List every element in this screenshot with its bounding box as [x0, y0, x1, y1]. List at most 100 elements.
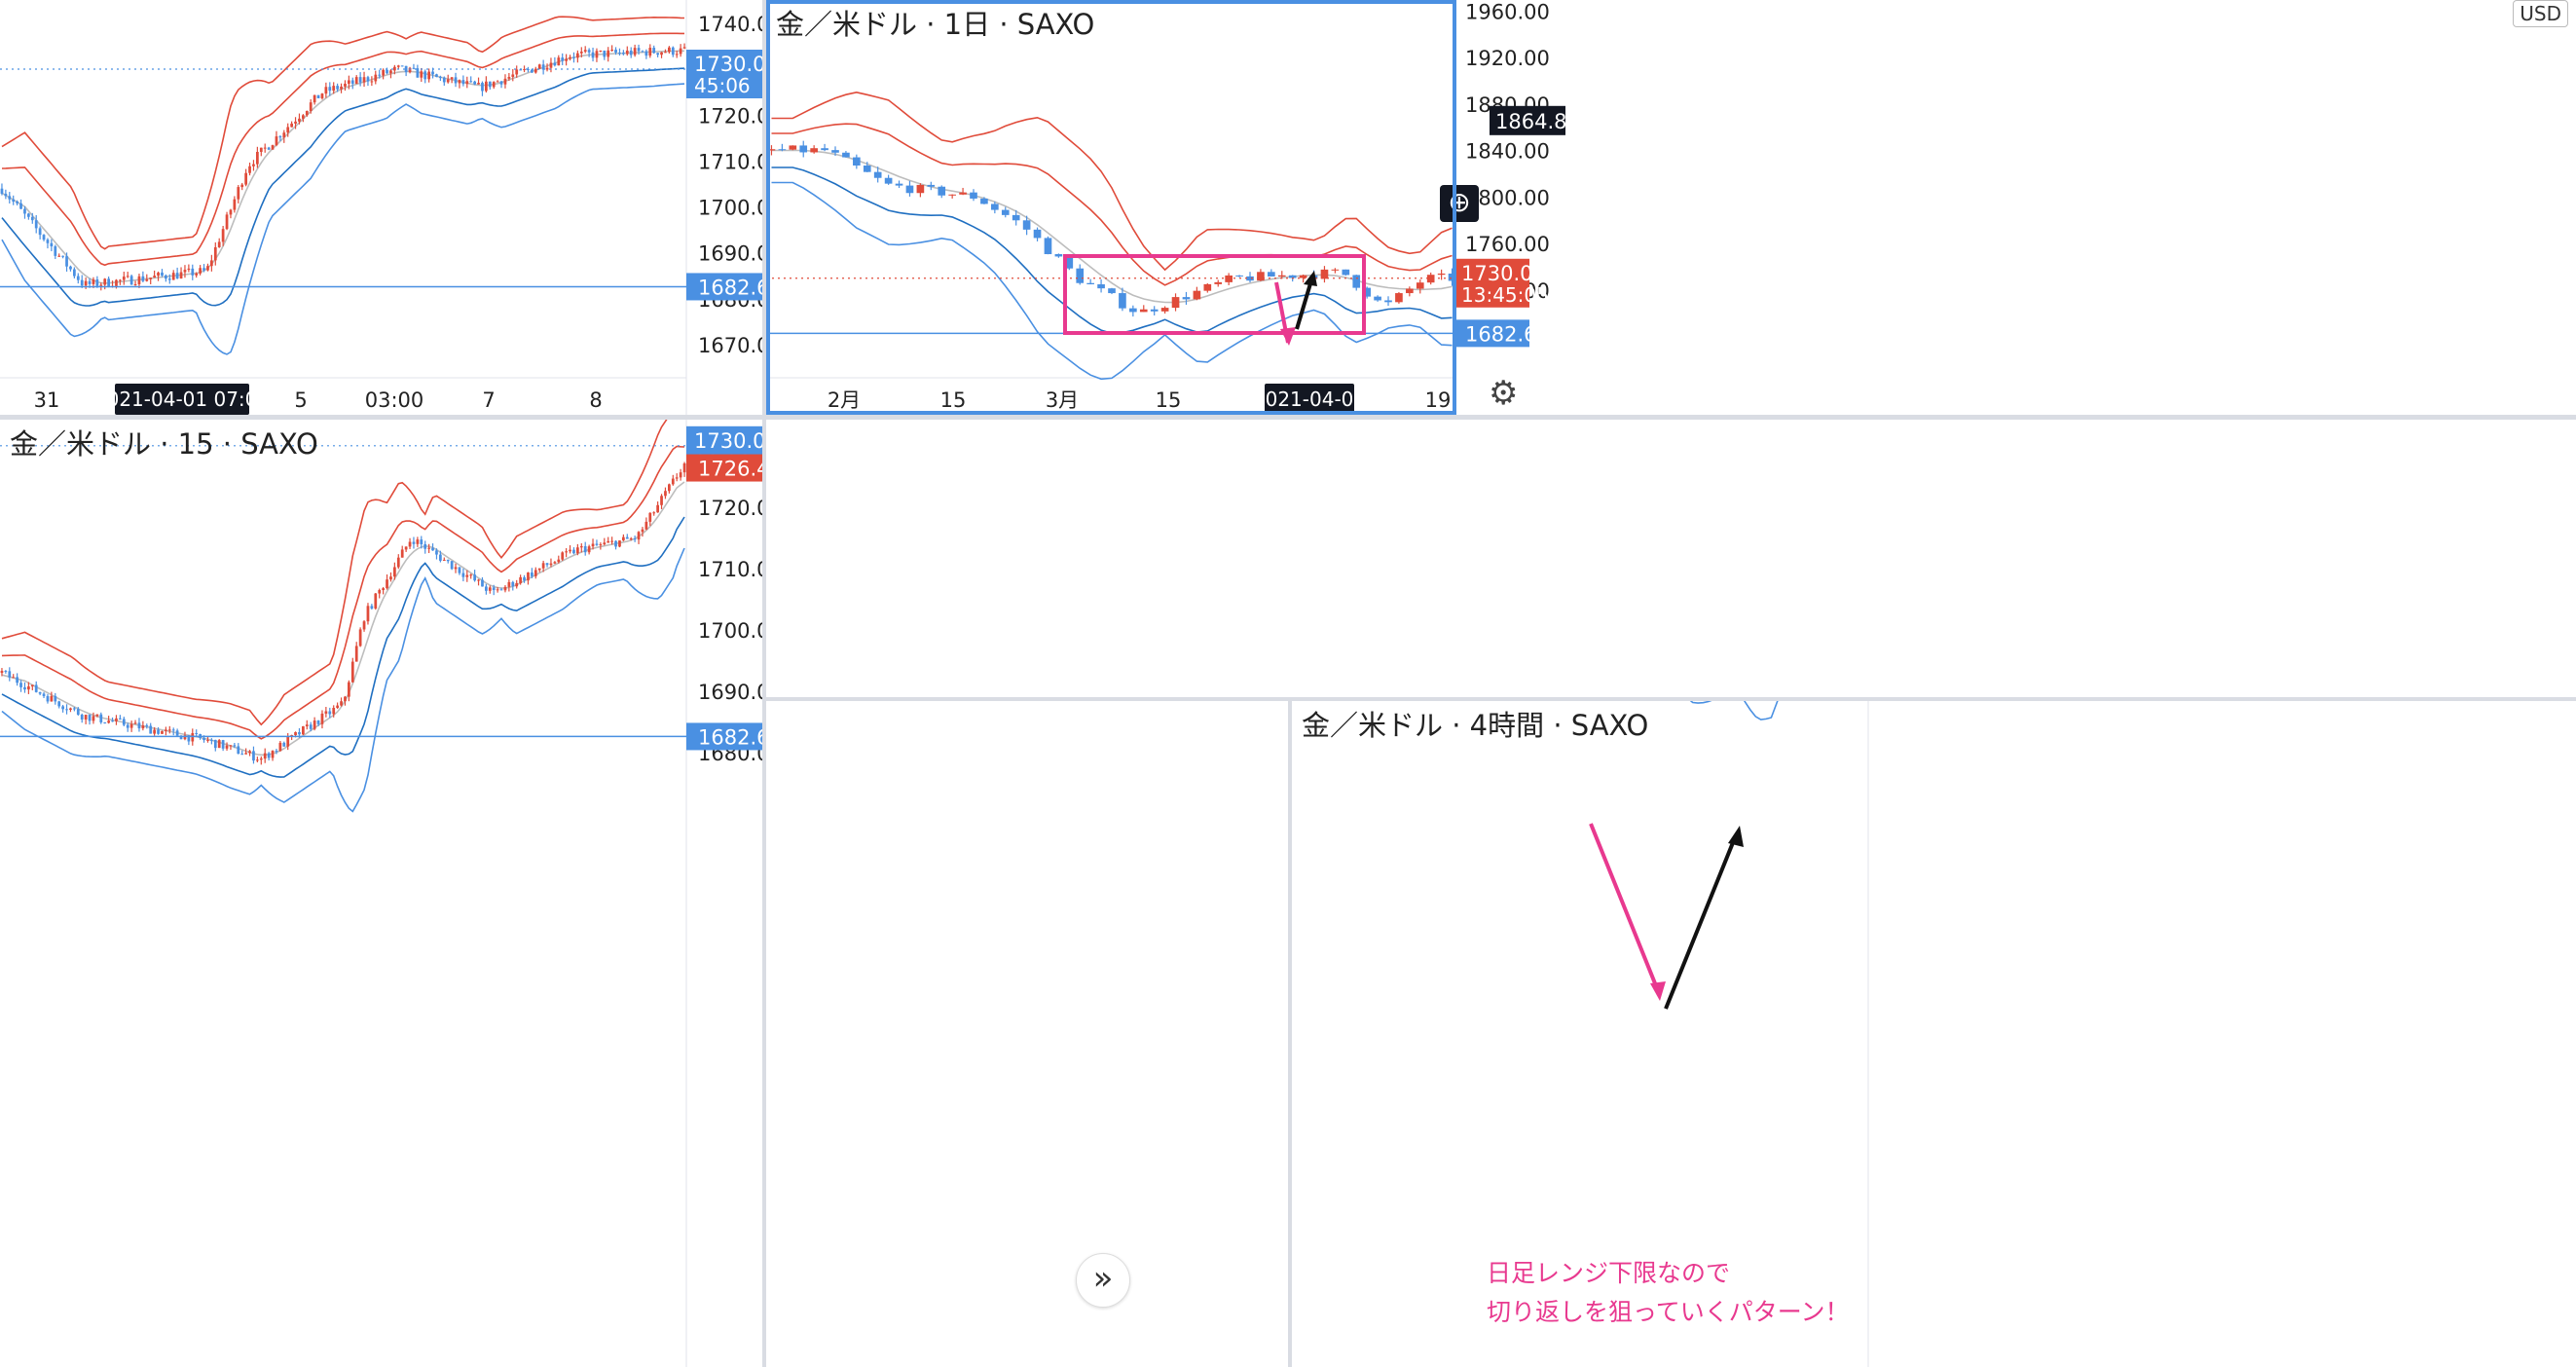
candle-body — [1139, 309, 1148, 313]
candle-body — [503, 78, 507, 85]
scroll-to-realtime-button[interactable]: » — [1076, 1253, 1130, 1308]
price-tag-countdown: 13:45:05 — [1461, 283, 1549, 307]
vertical-divider-bottom[interactable] — [1288, 697, 1292, 1367]
chart-svg-top-right[interactable]: 1960.001920.001880.001840.001800.001760.… — [766, 0, 2576, 415]
candle-body — [348, 80, 350, 84]
bollinger-upper-2 — [771, 91, 1453, 272]
candle-body — [374, 593, 378, 609]
candle-body — [408, 67, 412, 73]
candle-body — [583, 546, 587, 553]
candle-body — [873, 171, 882, 178]
candle-body — [57, 255, 61, 257]
candle-body — [328, 87, 332, 92]
candle-body — [256, 759, 259, 761]
candle-body — [618, 540, 621, 547]
candle-body — [302, 115, 305, 119]
candle-body — [386, 69, 388, 74]
candle-body — [350, 661, 354, 683]
horizontal-divider-right[interactable] — [766, 697, 2576, 701]
candle-body — [652, 48, 656, 54]
candle-body — [103, 278, 107, 285]
candle-body — [579, 546, 583, 548]
pane-top-right[interactable]: 1960.00 1920.00 1880.00 1840.00 1800.00 1760.… — [766, 0, 2576, 415]
time-tick-label: 5 — [294, 388, 307, 412]
candle-body — [340, 701, 343, 706]
candle-body — [370, 606, 374, 609]
candle-body — [206, 739, 209, 741]
candle-body — [161, 730, 164, 734]
price-tag — [1454, 258, 1529, 308]
candle-body — [1257, 272, 1265, 281]
candle-body — [853, 157, 861, 166]
crosshair-plus-icon[interactable]: ⊕ — [1440, 185, 1479, 222]
candle-body — [57, 701, 61, 707]
candle-body — [137, 722, 141, 729]
candle-body — [569, 56, 571, 59]
candle-body — [336, 86, 339, 90]
candle-body — [145, 725, 149, 727]
gear-icon[interactable]: ⚙ — [1489, 374, 1519, 413]
candle-body — [191, 732, 195, 742]
candle-body — [267, 753, 271, 758]
candle-body — [948, 194, 956, 196]
candle-body — [799, 145, 808, 153]
candle-body — [378, 74, 382, 76]
candle-body — [576, 547, 579, 554]
candle-body — [217, 740, 221, 749]
candle-body — [1406, 288, 1414, 294]
candle-body — [458, 567, 461, 573]
candle-body — [46, 240, 50, 243]
candle-body — [561, 552, 565, 560]
candle-body — [553, 562, 557, 564]
price-tick-label: 1840.00 — [1465, 140, 1550, 164]
range-box — [1063, 254, 1366, 335]
pane-bottom-left[interactable]: 1720.001710.001700.001690.001680.001682.… — [0, 420, 762, 1367]
candle-body — [165, 729, 167, 731]
candle-body — [679, 48, 682, 55]
candle-body — [54, 246, 57, 256]
pane-title: 金／米ドル · 4時間 · SAXO — [1302, 709, 1649, 742]
candle-body — [256, 151, 259, 165]
candle-body — [991, 203, 999, 210]
price-axis — [1454, 0, 2576, 415]
candle-body — [503, 586, 507, 591]
time-tick-label: 8 — [589, 388, 602, 412]
candle-body — [625, 50, 629, 55]
candle-body — [27, 686, 30, 690]
candle-body — [477, 83, 480, 85]
candle-body — [1001, 209, 1010, 215]
high-price-tag — [686, 454, 762, 482]
currency-button[interactable]: USD — [2513, 0, 2568, 27]
candle-body — [1012, 214, 1020, 221]
candle-body — [545, 67, 549, 70]
candle-body — [153, 276, 156, 278]
candle-body — [248, 751, 251, 754]
candle-body — [69, 708, 72, 711]
candle-body — [1225, 275, 1233, 282]
candle-body — [664, 52, 667, 54]
candle-body — [167, 729, 171, 731]
candle-body — [569, 549, 571, 552]
pane-title: 金／米ドル · 1日 · SAXO — [776, 8, 1095, 41]
pane-top-left[interactable]: 1740.001730.001720.001710.001700.001690.… — [0, 0, 762, 415]
candle-body — [115, 718, 118, 721]
candle-body — [294, 731, 297, 736]
candle-body — [320, 713, 324, 724]
candle-body — [652, 512, 656, 514]
candle-body — [179, 272, 183, 279]
candle-body — [1437, 273, 1446, 276]
chart-svg-bottom-left[interactable]: 1720.001710.001700.001690.001680.001682.… — [0, 420, 762, 1367]
horizontal-divider[interactable] — [0, 415, 2576, 420]
candle-body — [458, 80, 461, 84]
candle-body — [38, 691, 42, 694]
price-tick-label: 1800.00 — [1465, 186, 1550, 209]
annotation-text: 日足レンジ下限なので 切り返しを狙っていくパターン！ — [1487, 1254, 1850, 1332]
candle-body — [416, 68, 420, 78]
price-tick-label: 1690.00 — [698, 242, 762, 266]
candle-body — [420, 71, 423, 78]
vertical-divider[interactable] — [762, 0, 766, 1367]
candle-body — [400, 65, 404, 67]
chart-svg-top-left[interactable]: 1740.001730.001720.001710.001700.001690.… — [0, 0, 762, 415]
